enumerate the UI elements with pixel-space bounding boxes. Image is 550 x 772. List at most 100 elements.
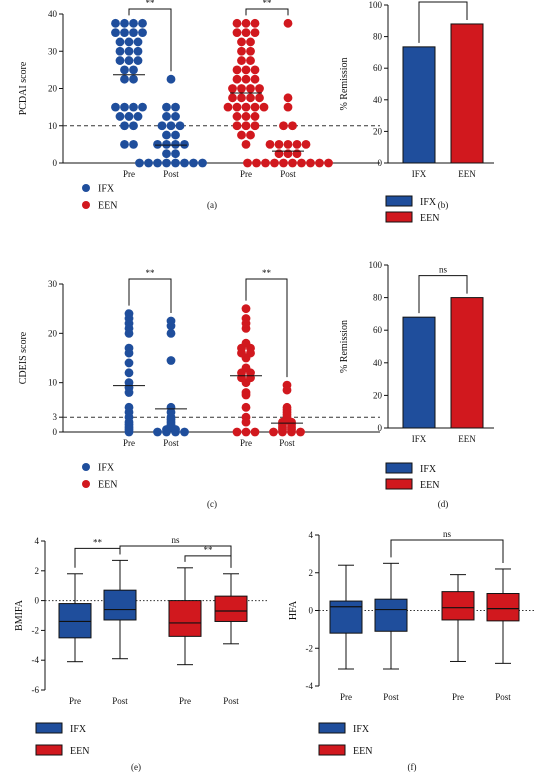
legend-label-ifx: IFX xyxy=(420,197,437,208)
bar-een xyxy=(450,23,484,164)
data-point-ifx xyxy=(157,121,167,131)
data-point-een xyxy=(296,427,305,437)
box-ifx xyxy=(329,600,363,634)
data-point-een xyxy=(237,56,246,65)
data-point-ifx xyxy=(120,65,129,75)
x-tick-label: Post xyxy=(279,438,295,448)
legend-label-ifx: IFX xyxy=(70,724,87,735)
data-point-ifx xyxy=(171,139,180,149)
significance-label: ns xyxy=(439,0,448,1)
data-point-een xyxy=(279,121,288,131)
y-tick-label: 60 xyxy=(373,325,383,335)
x-tick-label: Pre xyxy=(240,169,252,179)
data-point-een xyxy=(241,121,251,131)
y-tick-label: 40 xyxy=(48,9,58,19)
y-tick-label: 30 xyxy=(48,46,58,56)
data-point-ifx xyxy=(115,37,125,47)
box-een xyxy=(168,600,202,637)
data-point-ifx xyxy=(138,18,147,28)
data-point-ifx xyxy=(166,74,176,84)
data-point-een xyxy=(246,37,255,47)
data-point-ifx xyxy=(171,158,180,168)
data-point-een xyxy=(237,93,246,103)
data-point-een xyxy=(232,65,242,75)
box-een xyxy=(214,595,248,622)
data-point-ifx xyxy=(129,74,138,84)
data-point-ifx xyxy=(171,425,180,434)
legend-label-een: EEN xyxy=(420,480,439,491)
x-tick-label: Post xyxy=(223,696,239,706)
data-point-een xyxy=(252,158,261,168)
data-point-ifx xyxy=(129,102,138,112)
box-een xyxy=(486,593,520,622)
significance-bracket xyxy=(119,545,232,568)
y-tick-label: 20 xyxy=(373,126,383,136)
data-point-een xyxy=(283,18,293,28)
data-point-ifx xyxy=(138,28,147,38)
data-point-ifx xyxy=(180,139,189,149)
data-point-ifx xyxy=(153,427,162,437)
y-tick-label: -4 xyxy=(306,681,314,691)
data-point-ifx xyxy=(133,37,143,47)
y-tick-label: -6 xyxy=(32,685,40,695)
data-point-ifx xyxy=(153,158,162,168)
x-tick-label: EEN xyxy=(458,434,476,444)
data-point-een xyxy=(241,74,251,84)
y-axis-label: PCDAI score xyxy=(18,61,29,115)
data-point-ifx xyxy=(120,139,129,149)
significance-bracket xyxy=(390,539,504,563)
y-tick-label: -4 xyxy=(32,655,40,665)
significance-label: ** xyxy=(262,268,272,278)
y-tick-label: 80 xyxy=(373,32,383,42)
data-point-een xyxy=(223,102,233,112)
data-point-ifx xyxy=(180,427,189,437)
data-point-een xyxy=(278,425,287,434)
legend-label-een: EEN xyxy=(420,213,439,224)
data-point-ifx xyxy=(162,112,171,121)
legend-swatch-een xyxy=(318,744,346,756)
data-point-ifx xyxy=(166,356,176,365)
data-point-ifx xyxy=(111,28,120,38)
legend-label-een: EEN xyxy=(70,746,89,757)
data-point-een xyxy=(315,158,324,168)
data-point-een xyxy=(324,158,333,168)
panel-label: (b) xyxy=(438,200,449,210)
data-point-ifx xyxy=(144,158,153,168)
x-tick-label: Pre xyxy=(179,696,191,706)
data-point-een xyxy=(232,28,242,38)
data-point-ifx xyxy=(120,74,129,84)
data-point-een xyxy=(250,65,260,75)
data-point-ifx xyxy=(162,130,171,140)
data-point-ifx xyxy=(115,112,125,121)
data-point-ifx xyxy=(171,102,180,112)
y-tick-label: 40 xyxy=(373,95,383,105)
y-axis-label: % Remission xyxy=(339,57,350,110)
legend-marker-een xyxy=(82,201,90,209)
data-point-ifx xyxy=(180,158,189,168)
y-tick-label: 20 xyxy=(373,390,383,400)
data-point-een xyxy=(274,139,284,149)
y-tick-label: 4 xyxy=(309,530,314,540)
data-point-ifx xyxy=(162,139,171,149)
x-tick-label: Post xyxy=(112,696,128,706)
y-tick-label: 0 xyxy=(53,427,58,437)
data-point-een xyxy=(282,385,292,395)
panel-label: (e) xyxy=(131,762,141,772)
x-tick-label: EEN xyxy=(458,169,476,179)
data-point-een xyxy=(237,84,246,93)
data-point-een xyxy=(241,18,251,28)
data-point-een xyxy=(241,112,251,121)
y-tick-label: 100 xyxy=(369,0,383,10)
data-point-ifx xyxy=(166,402,176,412)
box-ifx xyxy=(103,589,137,621)
data-point-een xyxy=(250,112,260,121)
legend-label-ifx: IFX xyxy=(420,464,437,475)
data-point-een xyxy=(250,102,260,112)
significance-bracket xyxy=(184,555,232,568)
data-point-ifx xyxy=(115,46,125,56)
legend-label-ifx: IFX xyxy=(98,463,115,474)
data-point-een xyxy=(241,28,251,38)
data-point-een xyxy=(228,84,237,93)
data-point-een xyxy=(292,139,302,149)
legend-marker-een xyxy=(82,480,90,488)
